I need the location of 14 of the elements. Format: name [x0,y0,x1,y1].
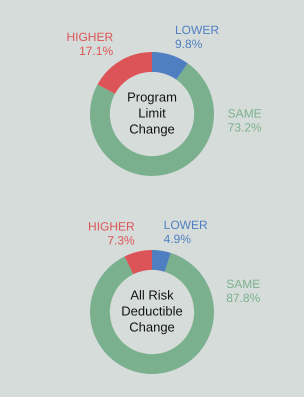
slice-label: LOWER [175,22,220,37]
data-label: 73.2% [228,120,262,134]
data-label: 4.9% [164,232,192,246]
data-label: 87.8% [226,291,261,306]
data-label: 7.3% [107,233,136,248]
slice-label: HIGHER [66,30,114,44]
slice-label: SAME [226,277,260,292]
data-label: 9.8% [175,36,203,51]
slice-label: LOWER [164,218,208,232]
data-label: 17.1% [79,44,114,58]
text: Program Limit Change [127,90,177,137]
text: All Risk Deductible Change [121,288,183,335]
slice-label: SAME [228,106,262,120]
slice-label: HIGHER [88,219,136,234]
